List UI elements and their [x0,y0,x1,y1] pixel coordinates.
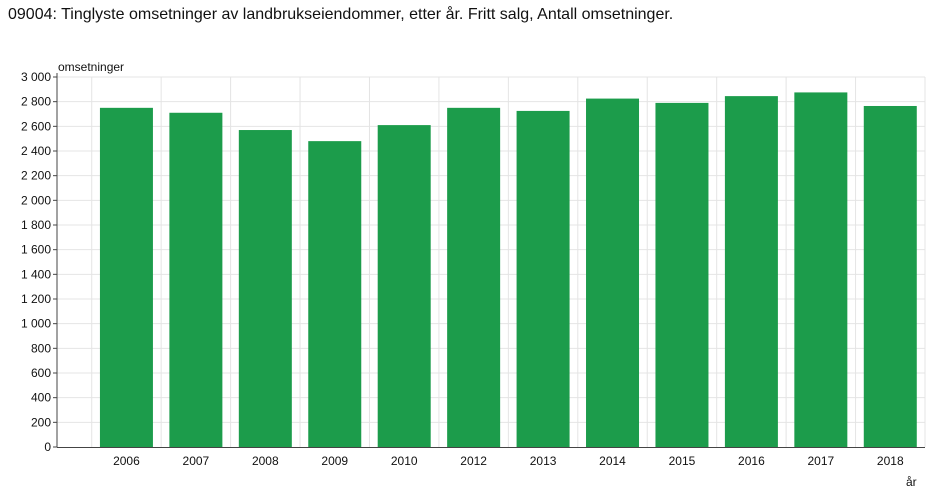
y-tick-label: 1 400 [21,267,51,281]
bar [655,102,709,448]
x-tick-label: 2018 [877,454,904,468]
y-tick-label: 200 [31,415,51,429]
y-tick-label: 400 [31,391,51,405]
chart-title: 09004: Tinglyste omsetninger av landbruk… [8,6,674,23]
x-tick-label: 2006 [113,454,140,468]
y-tick-label: 2 400 [21,144,51,158]
axes: 0 200 400 600 800 1 000 1 200 1 400 1 600 1 800 2 … [21,70,925,468]
y-tick-label: 2 200 [21,169,51,183]
x-tick-label: 2008 [252,454,279,468]
bar [586,98,640,447]
x-tick-label: 2017 [807,454,834,468]
x-tick-label: 2014 [599,454,626,468]
y-tick-label: 2 000 [21,193,51,207]
bar [447,107,501,447]
bar [516,110,570,448]
bar [99,107,153,447]
bar [377,125,431,447]
y-tick-label: 3 000 [21,70,51,84]
bar [724,96,778,447]
bar [863,105,917,447]
x-axis-label: år [906,475,917,489]
y-tick-label: 600 [31,366,51,380]
bar [794,92,848,448]
bar [169,112,223,448]
y-tick-label: 0 [44,440,51,454]
x-tick-label: 2010 [391,454,418,468]
y-tick-label: 2 600 [21,119,51,133]
x-tick-label: 2012 [460,454,487,468]
bar [238,130,292,448]
x-tick-label: 2009 [321,454,348,468]
y-tick-label: 1 000 [21,317,51,331]
x-tick-label: 2007 [183,454,210,468]
x-tick-label: 2016 [738,454,765,468]
y-tick-label: 1 600 [21,243,51,257]
y-tick-label: 2 800 [21,95,51,109]
x-tick-label: 2013 [530,454,557,468]
bars [99,92,917,448]
y-tick-label: 800 [31,341,51,355]
y-axis-label: omsetninger [58,60,124,74]
y-tick-label: 1 800 [21,218,51,232]
y-tick-label: 1 200 [21,292,51,306]
bar [308,141,362,447]
x-tick-label: 2015 [669,454,696,468]
